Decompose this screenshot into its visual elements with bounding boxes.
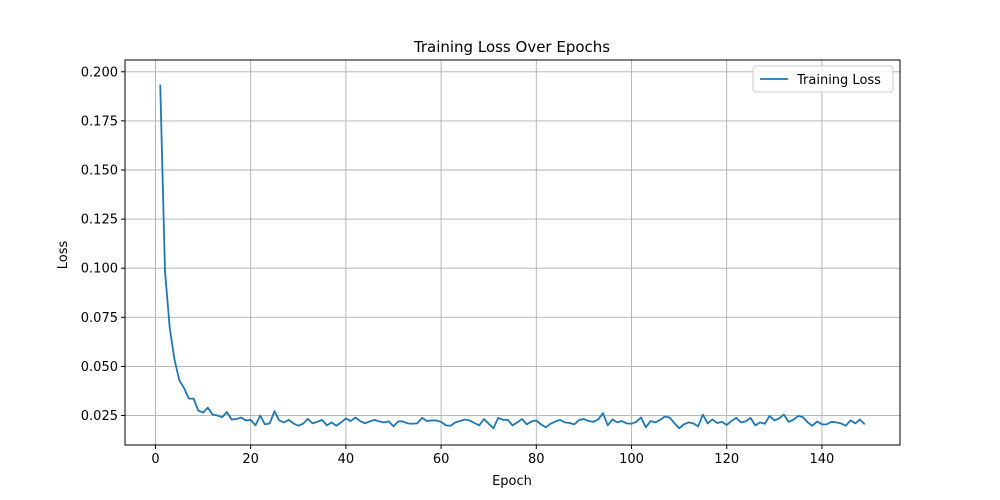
legend: Training Loss <box>752 65 894 93</box>
y-tick-label: 0.025 <box>81 409 118 424</box>
legend-label-training-loss: Training Loss <box>796 73 881 88</box>
y-tick-label: 0.075 <box>81 311 118 326</box>
x-axis-label: Epoch <box>492 474 532 489</box>
y-tick-label: 0.200 <box>81 65 118 80</box>
y-axis-ticks: 0.025 0.050 0.075 0.100 0.125 0.150 0.175 0.200 <box>81 65 125 424</box>
x-axis-ticks: 0 20 40 60 80 100 120 140 <box>151 445 834 467</box>
x-tick-label: 80 <box>528 452 545 467</box>
y-tick-label: 0.175 <box>81 114 118 129</box>
y-axis-label: Loss <box>56 241 71 270</box>
grid-lines <box>125 60 900 445</box>
x-tick-label: 100 <box>619 452 644 467</box>
series-line-training-loss <box>159 84 866 430</box>
chart-title: Training Loss Over Epochs <box>413 38 610 56</box>
plot-line-layer <box>159 84 866 430</box>
x-tick-label: 140 <box>810 452 835 467</box>
x-tick-label: 120 <box>714 452 739 467</box>
x-tick-label: 60 <box>433 452 450 467</box>
y-tick-label: 0.050 <box>81 360 118 375</box>
y-tick-label: 0.100 <box>81 262 118 277</box>
plot-frame <box>124 59 901 446</box>
legend-box <box>752 65 894 93</box>
x-tick-label: 20 <box>242 452 259 467</box>
x-tick-label: 40 <box>338 452 355 467</box>
y-tick-label: 0.150 <box>81 164 118 179</box>
x-tick-label: 0 <box>151 452 159 467</box>
y-tick-label: 0.125 <box>81 213 118 228</box>
